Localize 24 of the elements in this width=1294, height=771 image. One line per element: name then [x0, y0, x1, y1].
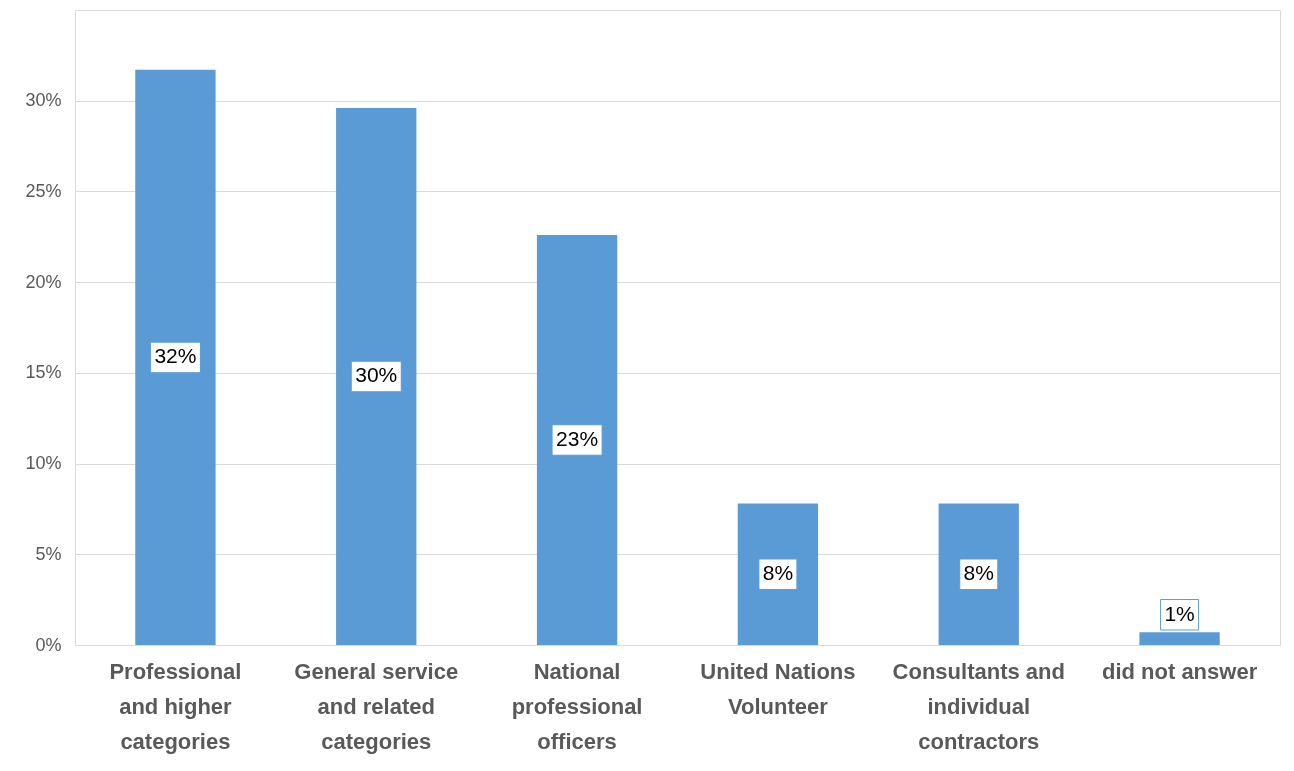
y-tick-label: 0% — [35, 634, 62, 655]
bar — [938, 503, 1019, 645]
x-tick-label: did not answer — [1101, 658, 1258, 684]
data-label: 8% — [762, 561, 794, 585]
bar — [536, 234, 618, 645]
data-label: 32% — [154, 344, 197, 368]
x-tick-label: Consultants and individual contractors — [892, 658, 1065, 754]
x-tick-label: General service and related categories — [294, 658, 459, 754]
y-tick-label: 20% — [25, 271, 62, 292]
x-tick-label: United Nations Volunteer — [700, 658, 856, 719]
y-tick-label: 15% — [25, 362, 62, 383]
data-label: 1% — [1164, 601, 1195, 625]
bar — [737, 503, 819, 645]
y-tick-label: 10% — [25, 453, 62, 474]
x-tick-label: National professional officers — [511, 658, 643, 754]
data-label: 8% — [963, 561, 994, 585]
bar — [336, 107, 417, 645]
bar — [135, 69, 216, 645]
x-tick-label: Professional and higher categories — [109, 658, 242, 754]
data-label: 30% — [355, 363, 398, 387]
data-label: 23% — [556, 426, 599, 450]
y-tick-label: 5% — [35, 543, 62, 564]
y-tick-label: 30% — [25, 90, 62, 111]
y-tick-label: 25% — [25, 180, 62, 201]
